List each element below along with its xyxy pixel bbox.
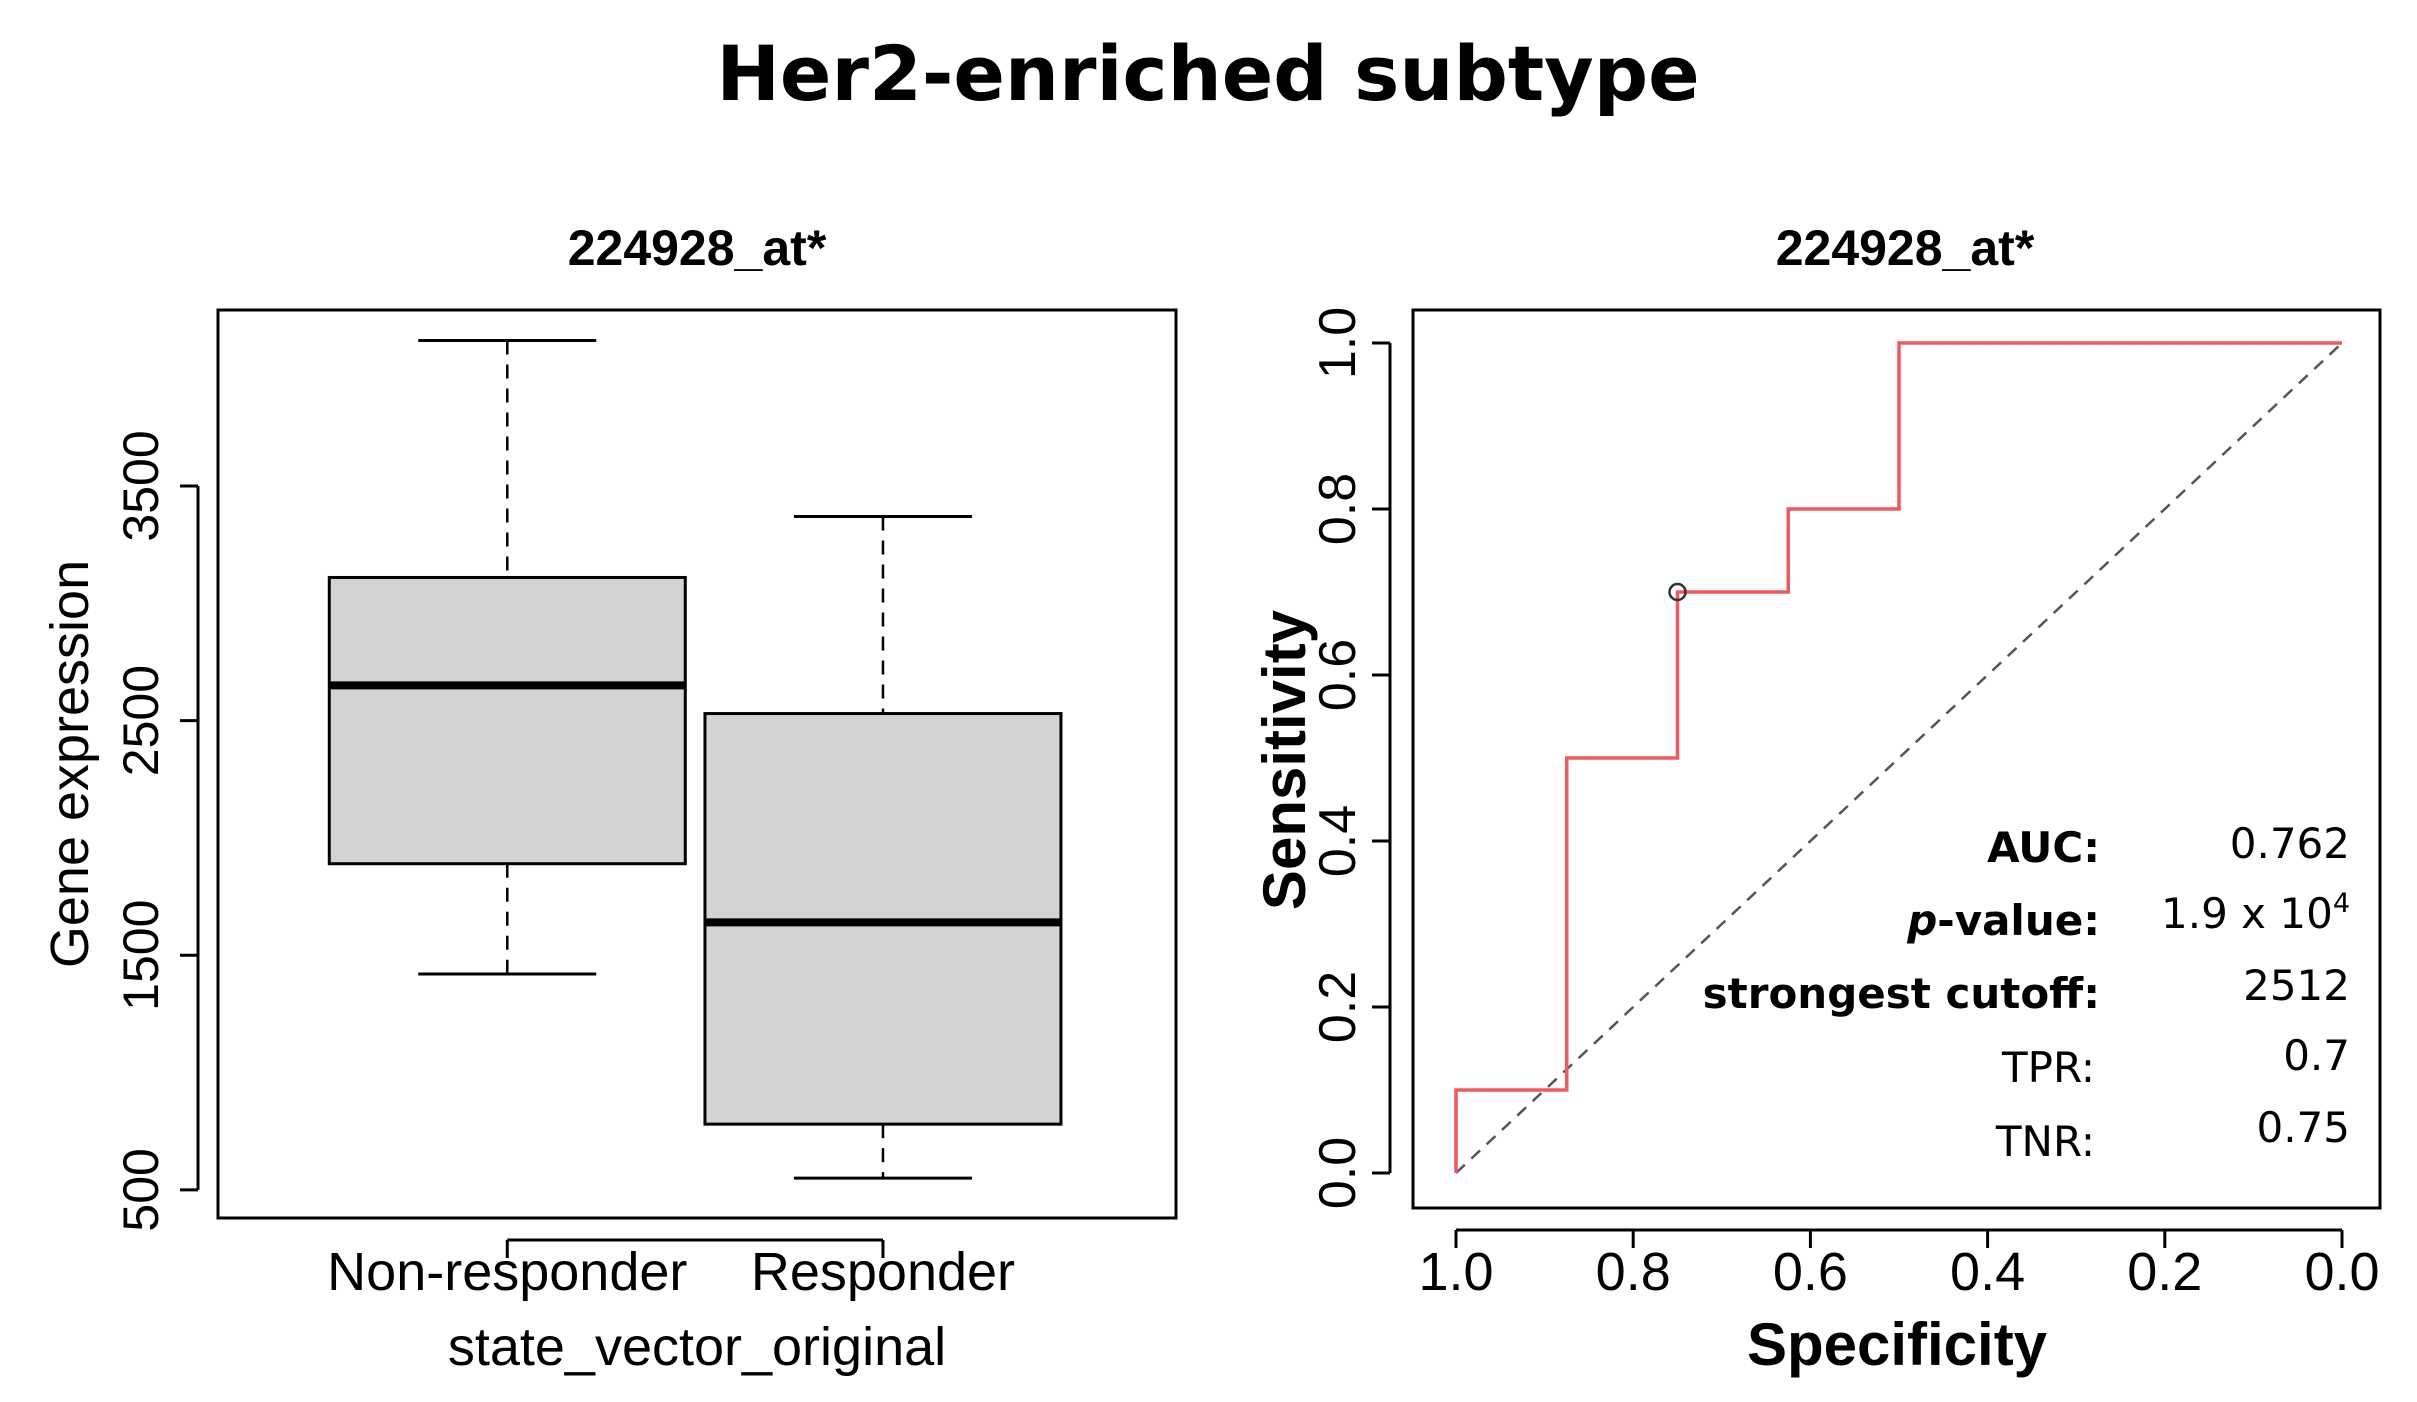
- roc-panel: 224928_at* 0.00.20.40.60.81.0 1.0 0.8 0.6 0…: [1251, 220, 2382, 1378]
- boxplot-x-tick-label: Responder: [751, 1242, 1015, 1302]
- boxplot-y-tick-label: 3500: [113, 430, 169, 541]
- tpr-value: 0.7: [2283, 1031, 2350, 1080]
- roc-y-tick-label: 1.0: [1309, 307, 1367, 379]
- boxplot-panel: 224928_at* 500 1500 2500 3500 Non-responder…: [40, 220, 1178, 1377]
- roc-plot-area: [1454, 341, 2343, 1174]
- tnr-value: 0.75: [2256, 1103, 2350, 1152]
- boxplot-y-tick-label: 1500: [113, 900, 169, 1011]
- boxplot-x-tick-label: Non-responder: [327, 1242, 687, 1302]
- pvalue-value: 1.9 x 104: [2161, 888, 2350, 938]
- boxplot-y-axis: 500 1500 2500 3500: [113, 430, 200, 1232]
- roc-x-tick-label: 0.8: [1596, 1242, 1671, 1302]
- cutoff-label: strongest cutoff:: [1703, 969, 2100, 1018]
- tpr-label: TPR:: [2001, 1043, 2095, 1092]
- auc-value: 0.762: [2230, 819, 2350, 868]
- roc-title: 224928_at*: [1776, 220, 2035, 276]
- roc-y-axis: 0.0 0.2 0.4 0.6 0.8 1.0: [1309, 307, 1392, 1209]
- roc-y-tick-label: 0.0: [1309, 1137, 1367, 1209]
- roc-x-axis: 1.0 0.8 0.6 0.4 0.2 0.0: [1418, 1228, 2380, 1302]
- pvalue-label-rest: -value:: [1937, 896, 2100, 945]
- boxplot-ylabel: Gene expression: [40, 560, 100, 968]
- roc-annotations: AUC: 0.762 p-value: 1.9 x 104 strongest …: [1703, 819, 2350, 1166]
- roc-frame: [1411, 308, 2382, 1210]
- boxplot-y-tick-label: 500: [113, 1148, 169, 1231]
- box-iqr: [327, 575, 687, 866]
- roc-ylabel: Sensitivity: [1251, 609, 1318, 910]
- roc-xlabel: Specificity: [1747, 1311, 2048, 1378]
- roc-cutoff-point: [1668, 582, 1687, 602]
- roc-y-tick-label: 0.6: [1309, 639, 1367, 711]
- box-responder: [703, 514, 1063, 1180]
- boxplot-xlabel: state_vector_original: [448, 1317, 946, 1377]
- roc-reference-line: [1455, 342, 2343, 1174]
- figure-title: Her2-enriched subtype: [716, 29, 1699, 118]
- boxplot-title: 224928_at*: [568, 220, 827, 276]
- boxplot-y-tick-label: 2500: [113, 665, 169, 776]
- auc-label: AUC:: [1987, 823, 2100, 872]
- pvalue-label: p-value:: [1906, 896, 2100, 945]
- pvalue-exponent: 4: [2333, 888, 2350, 919]
- roc-curve: [1454, 341, 2342, 1173]
- pvalue-base: 1.9 x 10: [2161, 889, 2333, 938]
- boxplot-x-axis: Non-responder Responder: [327, 1238, 1015, 1302]
- roc-x-tick-label: 0.6: [1773, 1242, 1848, 1302]
- roc-x-tick-label: 0.4: [1950, 1242, 2025, 1302]
- tnr-label: TNR:: [1995, 1117, 2095, 1166]
- roc-y-tick-label: 0.2: [1309, 971, 1367, 1043]
- roc-y-tick-label: 0.4: [1309, 805, 1367, 877]
- box-non-responder: [327, 339, 687, 976]
- boxplot-boxes: [327, 339, 1063, 1180]
- boxplot-frame: [216, 308, 1178, 1220]
- roc-x-tick-label: 0.0: [2304, 1242, 2379, 1302]
- pvalue-label-italic: p: [1906, 896, 1937, 945]
- cutoff-value: 2512: [2243, 961, 2350, 1010]
- roc-y-tick-label: 0.8: [1309, 473, 1367, 545]
- roc-x-tick-label: 1.0: [1418, 1242, 1493, 1302]
- roc-x-tick-label: 0.2: [2127, 1242, 2202, 1302]
